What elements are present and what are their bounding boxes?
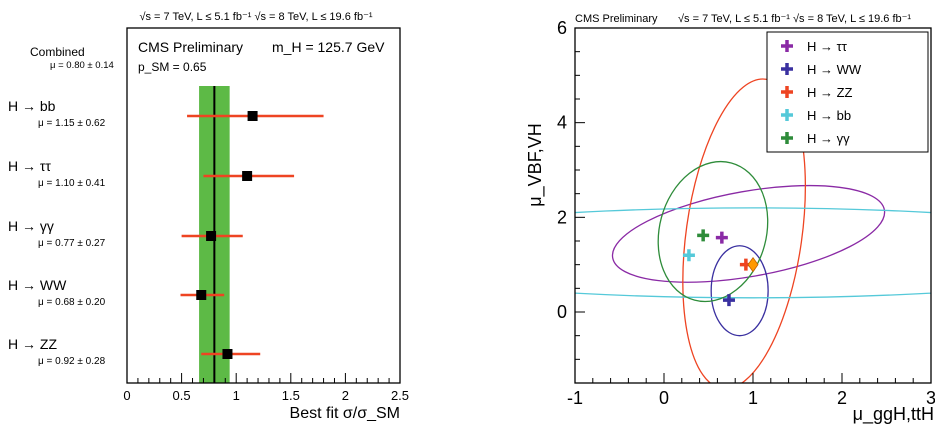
channel-value: μ = 0.68 ± 0.20 — [38, 297, 106, 308]
channel-value: μ = 1.10 ± 0.41 — [38, 178, 106, 189]
left-plot-frame — [127, 28, 400, 383]
x-tick-label: 1.5 — [282, 388, 300, 403]
legend-label: H → bb — [807, 108, 851, 123]
channel-label: H → ττ — [8, 158, 51, 174]
y-tick-label: 6 — [557, 18, 567, 38]
best-fit-marker — [248, 111, 258, 121]
combined-value: μ = 0.80 ± 0.14 — [50, 60, 114, 71]
legend: H → ττ H → WW H → ZZ H → bb H → γγ — [767, 32, 928, 152]
left-psm-label: p_SM = 0.65 — [138, 60, 207, 74]
legend-label: H → γγ — [807, 131, 850, 146]
legend-label: H → ττ — [807, 39, 848, 54]
x-tick-label: 2 — [837, 388, 847, 408]
y-tick-label: 2 — [557, 207, 567, 227]
left-mh-label: m_H = 125.7 GeV — [272, 39, 385, 55]
channel-label: H → WW — [8, 277, 67, 293]
best-fit-cross — [723, 294, 735, 306]
contour-ellipse — [605, 168, 892, 300]
combined-label: Combined — [30, 45, 85, 59]
best-fit-marker — [222, 349, 232, 359]
right-chart: CMS Preliminary √s = 7 TeV, L ≤ 5.1 fb⁻¹… — [353, 13, 935, 425]
legend-label: H → WW — [807, 62, 862, 77]
left-cms-label: CMS Preliminary — [138, 39, 243, 55]
sm-point-diamond — [748, 258, 758, 272]
x-tick-label: 2.5 — [391, 388, 409, 403]
best-fit-marker — [206, 231, 216, 241]
channel-value: μ = 0.77 ± 0.27 — [38, 238, 106, 249]
contour-ellipse — [353, 208, 935, 298]
right-x-axis-title: μ_ggH,ttH — [853, 404, 934, 425]
legend-label: H → ZZ — [807, 85, 853, 100]
y-tick-label: 4 — [557, 113, 567, 133]
best-fit-marker — [196, 290, 206, 300]
best-fit-cross — [683, 249, 695, 261]
best-fit-marker — [242, 171, 252, 181]
x-tick-label: 1 — [748, 388, 758, 408]
right-header-cms: CMS Preliminary — [575, 13, 658, 25]
x-tick-label: 0 — [123, 388, 130, 403]
best-fit-points — [683, 229, 758, 306]
x-tick-label: -1 — [567, 388, 583, 408]
contour-ellipse — [643, 149, 783, 314]
y-tick-label: 0 — [557, 302, 567, 322]
x-tick-label: 1 — [233, 388, 240, 403]
channel-value: μ = 1.15 ± 0.62 — [38, 118, 106, 129]
channel-labels: H → bb μ = 1.15 ± 0.62 H → ττ μ = 1.10 ± 0.… — [8, 98, 106, 367]
best-fit-cross — [716, 232, 728, 244]
x-tick-label: 0.5 — [173, 388, 191, 403]
left-header: √s = 7 TeV, L ≤ 5.1 fb⁻¹ √s = 8 TeV, L ≤… — [139, 11, 372, 23]
right-header-lumi: √s = 7 TeV, L ≤ 5.1 fb⁻¹ √s = 8 TeV, L ≤… — [678, 13, 911, 25]
channel-label: H → ZZ — [8, 336, 57, 352]
x-tick-label: 2 — [342, 388, 349, 403]
right-y-axis-title: μ_VBF,VH — [525, 123, 546, 206]
channel-value: μ = 0.92 ± 0.28 — [38, 356, 106, 367]
channel-label: H → bb — [8, 98, 56, 114]
left-x-ticks: 0 0.5 1 1.5 2 2.5 — [123, 373, 409, 403]
best-fit-cross — [697, 229, 709, 241]
left-x-axis-title: Best fit σ/σ_SM — [290, 405, 400, 422]
x-tick-label: 0 — [659, 388, 669, 408]
left-chart: √s = 7 TeV, L ≤ 5.1 fb⁻¹ √s = 8 TeV, L ≤… — [8, 11, 409, 422]
channel-label: H → γγ — [8, 218, 54, 234]
